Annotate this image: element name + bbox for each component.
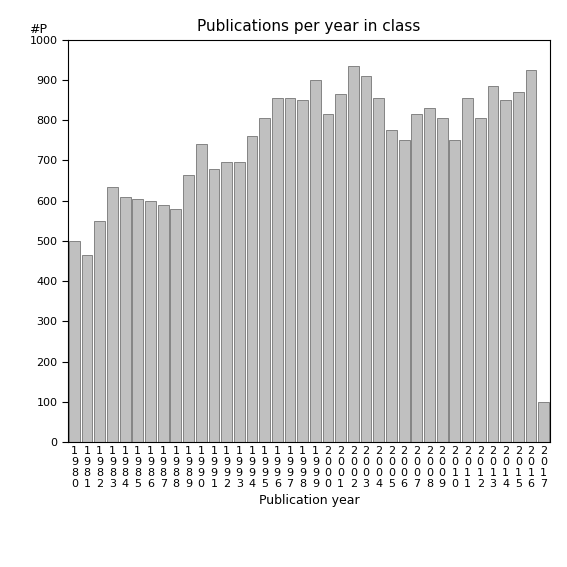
Bar	[133, 198, 143, 442]
Bar	[234, 163, 244, 442]
Bar	[145, 201, 156, 442]
Bar	[310, 80, 321, 442]
Bar	[209, 168, 219, 442]
Bar	[323, 114, 333, 442]
Bar	[259, 118, 270, 442]
Bar	[475, 118, 485, 442]
Bar	[69, 241, 80, 442]
Bar	[196, 145, 206, 442]
Bar	[272, 98, 283, 442]
Bar	[297, 100, 308, 442]
Bar	[526, 70, 536, 442]
Bar	[399, 141, 409, 442]
Bar	[412, 114, 422, 442]
Bar	[361, 76, 371, 442]
Bar	[374, 98, 384, 442]
Bar	[538, 402, 549, 442]
Bar	[221, 163, 232, 442]
Bar	[82, 255, 92, 442]
Title: Publications per year in class: Publications per year in class	[197, 19, 421, 35]
Bar	[488, 86, 498, 442]
Bar	[183, 175, 194, 442]
Bar	[247, 136, 257, 442]
Bar	[450, 141, 460, 442]
Bar	[285, 98, 295, 442]
Bar	[437, 118, 447, 442]
Bar	[424, 108, 435, 442]
X-axis label: Publication year: Publication year	[259, 494, 359, 507]
Bar	[120, 197, 130, 442]
Bar	[348, 66, 359, 442]
Bar	[462, 98, 473, 442]
Bar	[158, 205, 168, 442]
Bar	[94, 221, 105, 442]
Bar	[500, 100, 511, 442]
Bar	[107, 187, 118, 442]
Bar	[513, 92, 524, 442]
Bar	[386, 130, 397, 442]
Text: #P: #P	[29, 23, 48, 36]
Bar	[335, 94, 346, 442]
Bar	[171, 209, 181, 442]
